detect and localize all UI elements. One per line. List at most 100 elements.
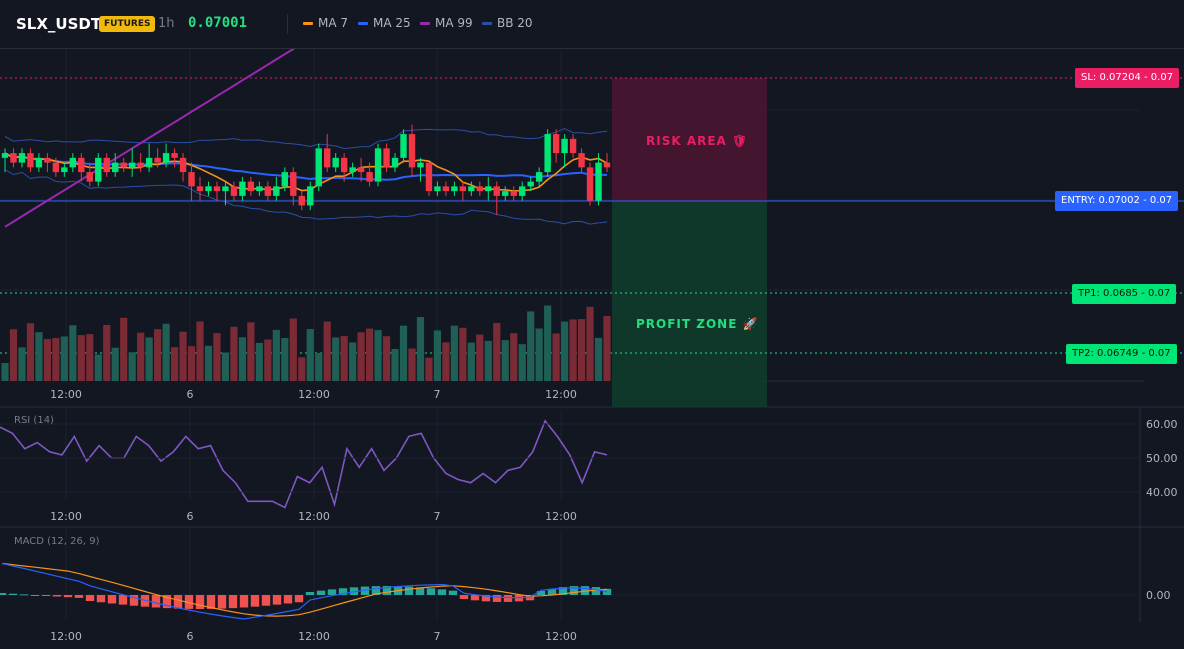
legend-ma99[interactable]: MA 99 <box>420 16 473 30</box>
macd-hist-bar-41 <box>448 590 458 595</box>
time-tick-1-4: 12:00 <box>545 510 577 523</box>
macd-hist-bar-11 <box>118 595 128 605</box>
candle-body-0 <box>1 153 9 158</box>
macd-hist-bar-31 <box>338 588 348 595</box>
ma7-swatch <box>303 22 313 25</box>
candle-body-46 <box>391 157 399 168</box>
volume-bar-9 <box>77 335 85 381</box>
header-divider <box>287 14 288 34</box>
time-tick-2-4: 12:00 <box>545 630 577 643</box>
macd-hist-bar-38 <box>415 587 425 595</box>
profit-zone-label: PROFIT ZONE 🚀 <box>636 317 759 331</box>
candle-body-58 <box>493 186 500 196</box>
macd-hist-bar-19 <box>206 595 216 609</box>
bb-upper-line <box>4 127 608 150</box>
candle-body-35 <box>298 195 305 206</box>
volume-bar-23 <box>196 321 204 381</box>
risk-area-zone <box>612 78 767 201</box>
candle-body-44 <box>374 148 382 182</box>
volume-bar-44 <box>374 330 382 381</box>
macd-hist-bar-54 <box>591 587 601 595</box>
volume-bar-7 <box>60 336 68 381</box>
macd-hist-bar-10 <box>107 595 117 604</box>
candle-body-23 <box>196 186 204 192</box>
volume-bar-56 <box>476 334 484 381</box>
rsi-tick-1: 50.00 <box>1146 452 1178 465</box>
candle-body-56 <box>476 186 484 192</box>
volume-bar-45 <box>382 336 391 381</box>
macd-hist-bar-18 <box>195 595 205 609</box>
volume-bar-37 <box>315 352 323 381</box>
candle-body-11 <box>95 157 102 182</box>
macd-hist-bar-28 <box>305 592 315 595</box>
time-tick-2-2: 12:00 <box>298 630 330 643</box>
volume-bar-55 <box>467 342 475 381</box>
macd-hist-bar-50 <box>547 588 557 595</box>
macd-hist-bar-0 <box>0 593 7 595</box>
volume-bar-2 <box>18 347 26 381</box>
volume-bar-14 <box>120 317 128 381</box>
time-tick-2-0: 12:00 <box>50 630 82 643</box>
macd-hist-bar-30 <box>327 589 337 595</box>
volume-bar-32 <box>272 329 280 381</box>
risk-area-label: RISK AREA 🛡 <box>646 134 749 148</box>
volume-bar-69 <box>586 306 594 381</box>
legend-bb20[interactable]: BB 20 <box>482 16 533 30</box>
ma25-swatch <box>358 22 368 25</box>
candle-body-71 <box>603 162 611 168</box>
macd-hist-bar-7 <box>74 595 84 598</box>
tp1-level-tag: TP1: 0.0685 - 0.07 <box>1072 284 1177 304</box>
volume-bar-42 <box>357 332 365 381</box>
time-tick-0-0: 12:00 <box>50 388 82 401</box>
volume-bar-34 <box>289 318 297 381</box>
candle-body-29 <box>247 181 255 192</box>
candle-body-5 <box>44 157 51 163</box>
volume-bar-68 <box>577 319 586 381</box>
volume-bar-17 <box>145 337 153 381</box>
candle-body-12 <box>103 157 110 173</box>
candle-body-31 <box>264 186 272 196</box>
profit-zone <box>612 201 767 407</box>
volume-bar-29 <box>247 322 255 381</box>
last-price: 0.07001 <box>188 15 248 31</box>
legend-ma25[interactable]: MA 25 <box>358 16 411 30</box>
candle-body-68 <box>578 153 585 168</box>
volume-bar-67 <box>569 319 577 381</box>
symbol-name[interactable]: SLX_USDT <box>16 15 102 33</box>
volume-bar-22 <box>187 346 196 381</box>
time-tick-0-2: 12:00 <box>298 388 330 401</box>
candle-body-20 <box>171 153 178 158</box>
time-tick-0-4: 12:00 <box>545 388 577 401</box>
candle-body-50 <box>425 162 433 192</box>
candle-body-55 <box>468 186 475 192</box>
candle-body-6 <box>52 162 60 173</box>
volume-bar-50 <box>425 357 433 381</box>
rsi-tick-2: 40.00 <box>1146 486 1178 499</box>
candle-body-4 <box>35 157 43 168</box>
time-tick-1-3: 7 <box>434 510 441 523</box>
time-tick-0-3: 7 <box>434 388 441 401</box>
volume-bar-48 <box>408 348 416 381</box>
macd-hist-bar-8 <box>85 595 95 601</box>
candle-body-65 <box>552 134 560 154</box>
volume-bar-10 <box>86 334 94 381</box>
time-tick-1-0: 12:00 <box>50 510 82 523</box>
volume-bar-18 <box>154 329 162 381</box>
volume-bar-8 <box>69 325 77 381</box>
volume-bar-20 <box>170 347 179 381</box>
macd-hist-bar-49 <box>536 591 546 595</box>
legend-ma7[interactable]: MA 7 <box>303 16 348 30</box>
candle-body-66 <box>561 138 568 154</box>
candle-body-24 <box>205 186 212 192</box>
timeframe-label[interactable]: 1h <box>158 16 175 31</box>
macd-hist-bar-17 <box>184 595 194 609</box>
macd-hist-bar-37 <box>404 586 414 595</box>
volume-bar-38 <box>323 321 331 381</box>
macd-hist-bar-44 <box>481 595 491 602</box>
time-tick-1-2: 12:00 <box>298 510 330 523</box>
volume-bar-19 <box>162 323 170 381</box>
candle-body-67 <box>569 138 577 154</box>
candle-body-43 <box>366 172 373 182</box>
candle-body-10 <box>86 172 93 182</box>
